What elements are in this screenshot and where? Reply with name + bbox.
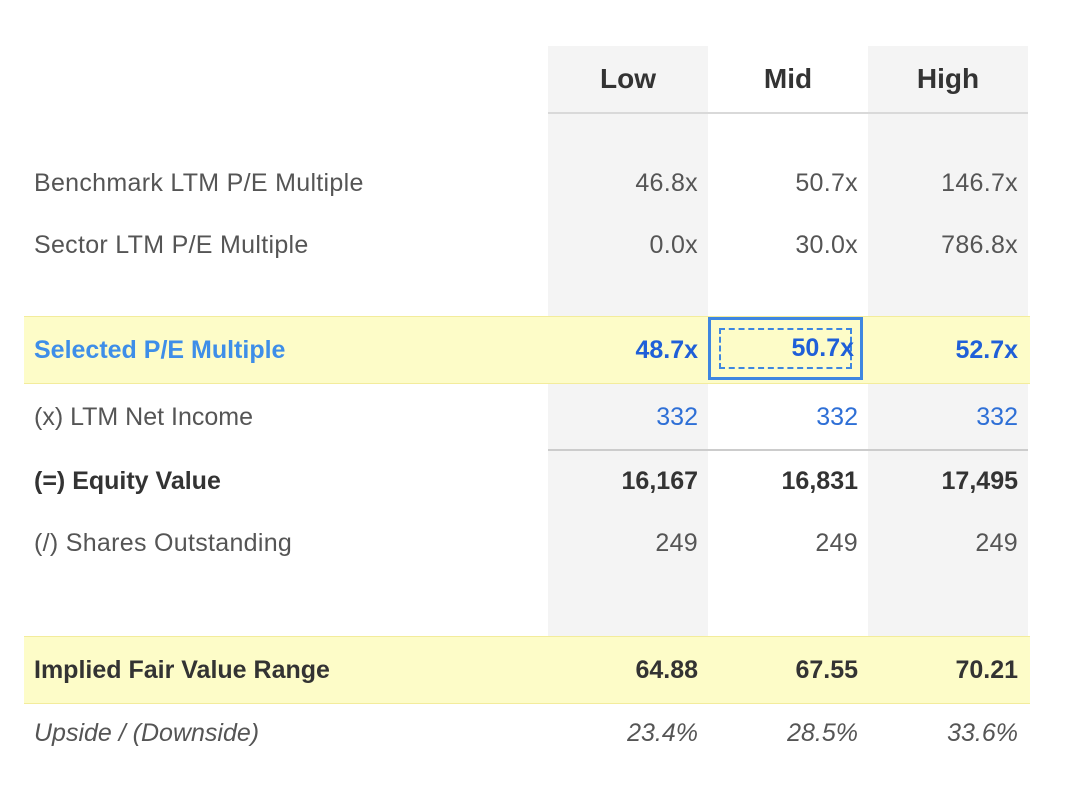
shares-outstanding-row: (/) Shares Outstanding 249 249 249 <box>24 512 1030 574</box>
column-header-high: High <box>916 63 980 94</box>
upside-low: 23.4% <box>627 718 698 747</box>
benchmark-pe-mid: 50.7x <box>795 168 858 197</box>
selected-pe-label: Selected P/E Multiple <box>34 335 286 364</box>
column-header-low: Low <box>600 63 656 94</box>
benchmark-pe-row: Benchmark LTM P/E Multiple 46.8x 50.7x 1… <box>24 152 1030 214</box>
selected-pe-high-input[interactable]: 52.7x <box>955 335 1018 364</box>
net-income-mid[interactable]: 332 <box>816 402 858 431</box>
upside-mid: 28.5% <box>787 718 858 747</box>
header-divider <box>548 112 1028 114</box>
sector-pe-low: 0.0x <box>649 230 698 259</box>
upside-row: Upside / (Downside) 23.4% 28.5% 33.6% <box>24 702 1030 764</box>
equity-value-low: 16,167 <box>621 466 698 495</box>
focus-outline <box>719 328 852 369</box>
sector-pe-row: Sector LTM P/E Multiple 0.0x 30.0x 786.8… <box>24 214 1030 276</box>
selected-pe-low-input[interactable]: 48.7x <box>635 335 698 364</box>
upside-label: Upside / (Downside) <box>34 718 260 747</box>
selected-pe-mid-input[interactable]: 50.7x <box>708 317 863 380</box>
fair-value-mid: 67.55 <box>795 655 858 684</box>
selected-pe-row: Selected P/E Multiple 48.7x 52.7x <box>24 316 1030 384</box>
fair-value-row: Implied Fair Value Range 64.88 67.55 70.… <box>24 636 1030 704</box>
equity-value-high: 17,495 <box>941 466 1018 495</box>
benchmark-pe-label: Benchmark LTM P/E Multiple <box>34 168 364 197</box>
selected-pe-mid-value: 50.7x <box>791 334 854 362</box>
shares-outstanding-low: 249 <box>655 528 698 557</box>
net-income-low[interactable]: 332 <box>656 402 698 431</box>
fair-value-low: 64.88 <box>635 655 698 684</box>
equity-value-mid: 16,831 <box>781 466 858 495</box>
net-income-label: (x) LTM Net Income <box>34 402 254 431</box>
upside-high: 33.6% <box>947 718 1018 747</box>
equity-divider <box>548 449 1028 451</box>
sector-pe-label: Sector LTM P/E Multiple <box>34 230 309 259</box>
benchmark-pe-low: 46.8x <box>635 168 698 197</box>
shares-outstanding-mid: 249 <box>815 528 858 557</box>
sector-pe-mid: 30.0x <box>795 230 858 259</box>
benchmark-pe-high: 146.7x <box>941 168 1018 197</box>
sector-pe-high: 786.8x <box>941 230 1018 259</box>
column-header-mid: Mid <box>763 63 813 94</box>
shares-outstanding-label: (/) Shares Outstanding <box>34 528 293 557</box>
equity-value-label: (=) Equity Value <box>34 466 221 495</box>
fair-value-high: 70.21 <box>955 655 1018 684</box>
fair-value-label: Implied Fair Value Range <box>34 655 330 684</box>
net-income-high[interactable]: 332 <box>976 402 1018 431</box>
net-income-row: (x) LTM Net Income 332 332 332 <box>24 386 1030 448</box>
equity-value-row: (=) Equity Value 16,167 16,831 17,495 <box>24 450 1030 512</box>
shares-outstanding-high: 249 <box>975 528 1018 557</box>
